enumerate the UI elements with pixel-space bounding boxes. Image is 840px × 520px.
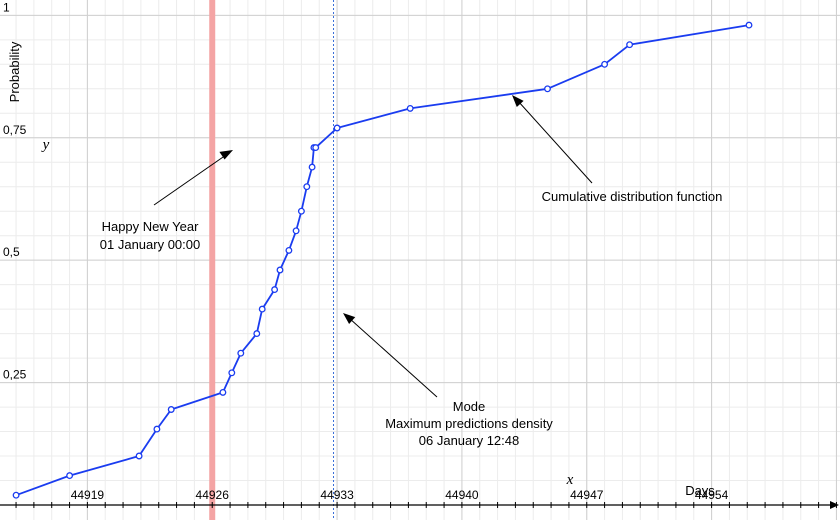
cdf-point <box>135 452 143 460</box>
annotation-cdf-line-1: Cumulative distribution function <box>542 189 723 204</box>
cdf-point <box>406 104 414 112</box>
annotation-cdf: Cumulative distribution function <box>512 95 722 204</box>
y-tick-label: 1 <box>3 0 10 14</box>
y-variable-label: y <box>41 137 50 153</box>
x-tick-label: 44919 <box>71 488 105 502</box>
cdf-point <box>292 227 300 235</box>
cdf-point <box>297 207 305 215</box>
x-tick-label: 44947 <box>570 488 604 502</box>
x-tick-label: 44940 <box>445 488 479 502</box>
x-variable-label: x <box>566 472 574 488</box>
annotation-mode-line-3: 06 January 12:48 <box>419 433 519 448</box>
cdf-point <box>601 60 609 68</box>
x-axis-label: Days <box>685 483 715 498</box>
y-tick-label: 0,5 <box>3 245 20 259</box>
annotation-cdf-arrow <box>517 100 593 184</box>
cdf-point <box>271 286 279 294</box>
cdf-point <box>285 246 293 254</box>
cdf-point <box>219 388 227 396</box>
annotation-mode-arrowhead <box>343 313 356 324</box>
series-layer <box>12 21 753 499</box>
cdf-point <box>276 266 284 274</box>
annotation-new-year-line-2: 01 January 00:00 <box>100 237 200 252</box>
annotation-cdf-arrowhead <box>512 95 524 107</box>
x-tick-label: 44933 <box>320 488 354 502</box>
cdf-point <box>626 41 634 49</box>
cdf-point <box>258 305 266 313</box>
x-tick-label: 44954 <box>695 488 729 502</box>
x-tick-label: 44926 <box>196 488 230 502</box>
cdf-point <box>745 21 753 29</box>
annotation-new-year-arrow <box>153 154 227 206</box>
annotation-new-year: Happy New Year 01 January 00:00 <box>100 150 233 252</box>
cdf-point <box>66 472 74 480</box>
annotation-mode: Mode Maximum predictions density 06 Janu… <box>343 313 553 448</box>
cdf-point <box>308 163 316 171</box>
axes <box>0 501 839 509</box>
tick-labels: 44919 44926 44933 44940 44947 44954 0,25 0,5 0,7… <box>3 0 729 502</box>
annotation-new-year-arrowhead <box>219 150 233 160</box>
cdf-point <box>333 124 341 132</box>
cdf-point <box>228 369 236 377</box>
cdf-point <box>303 183 311 191</box>
annotation-mode-line-1: Mode <box>453 399 486 414</box>
cdf-point <box>253 330 261 338</box>
annotation-new-year-line-1: Happy New Year <box>102 219 200 234</box>
y-tick-label: 0,25 <box>3 368 27 382</box>
reference-lines <box>209 0 335 520</box>
cdf-point <box>153 425 161 433</box>
cdf-point <box>237 349 245 357</box>
cdf-point <box>167 406 175 413</box>
y-axis-label: Probability <box>7 41 22 102</box>
cdf-point <box>312 144 320 152</box>
cdf-point <box>12 491 20 499</box>
x-axis-arrowhead <box>830 501 839 509</box>
cdf-point <box>544 85 551 93</box>
y-tick-label: 0,75 <box>3 123 27 137</box>
annotation-mode-arrow <box>348 317 438 398</box>
annotation-mode-line-2: Maximum predictions density <box>385 416 553 431</box>
